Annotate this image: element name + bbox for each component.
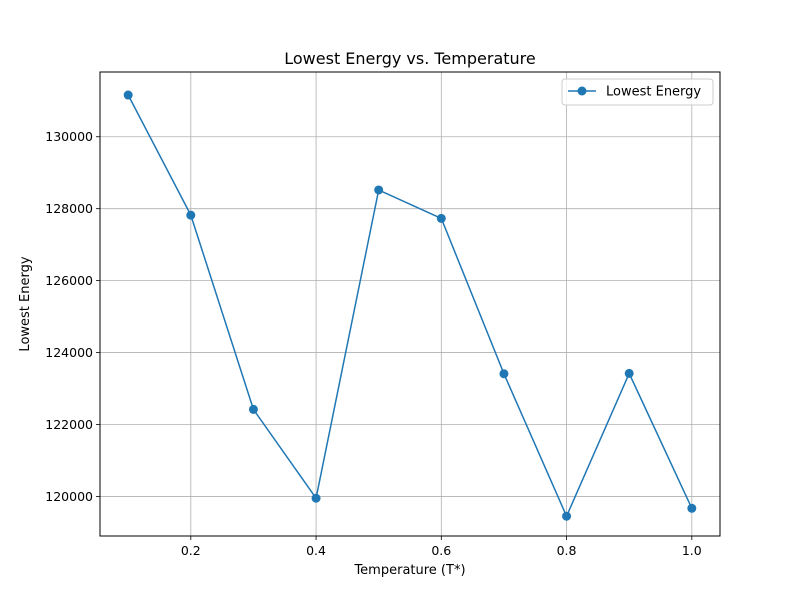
ticks-layer: 0.2 0.4 0.6 0.8 1.0 120000 122000 124000 126000 1… bbox=[45, 129, 702, 558]
plot-frame bbox=[99, 71, 721, 537]
y-axis-label: Lowest Energy bbox=[18, 256, 33, 351]
data-point bbox=[248, 404, 258, 414]
legend: Lowest Energy bbox=[561, 78, 714, 106]
x-axis-label: Temperature (T*) bbox=[353, 563, 465, 578]
data-point bbox=[562, 511, 572, 521]
x-tick-label: 0.8 bbox=[557, 543, 577, 558]
data-point bbox=[624, 368, 634, 378]
y-tick-label: 124000 bbox=[45, 345, 93, 360]
series-layer bbox=[123, 90, 697, 521]
legend-label: Lowest Energy bbox=[606, 85, 701, 100]
x-tick-label: 0.2 bbox=[181, 543, 201, 558]
y-tick-label: 126000 bbox=[45, 273, 93, 288]
x-tick-label: 0.4 bbox=[306, 543, 326, 558]
chart-title: Lowest Energy vs. Temperature bbox=[284, 49, 535, 68]
x-tick-label: 0.6 bbox=[431, 543, 451, 558]
x-tick-label: 1.0 bbox=[682, 543, 702, 558]
data-point bbox=[374, 185, 384, 195]
legend-marker bbox=[577, 86, 587, 96]
data-point bbox=[687, 503, 697, 513]
data-point bbox=[311, 493, 321, 503]
data-point bbox=[499, 369, 509, 379]
y-tick-label: 120000 bbox=[45, 489, 93, 504]
grid-layer bbox=[100, 72, 720, 536]
y-tick-label: 122000 bbox=[45, 417, 93, 432]
y-tick-label: 128000 bbox=[45, 201, 93, 216]
data-point bbox=[123, 90, 133, 100]
data-point bbox=[436, 213, 446, 223]
y-tick-label: 130000 bbox=[45, 129, 93, 144]
data-point bbox=[186, 210, 196, 220]
legend-box bbox=[561, 78, 714, 106]
series-line bbox=[127, 94, 693, 517]
